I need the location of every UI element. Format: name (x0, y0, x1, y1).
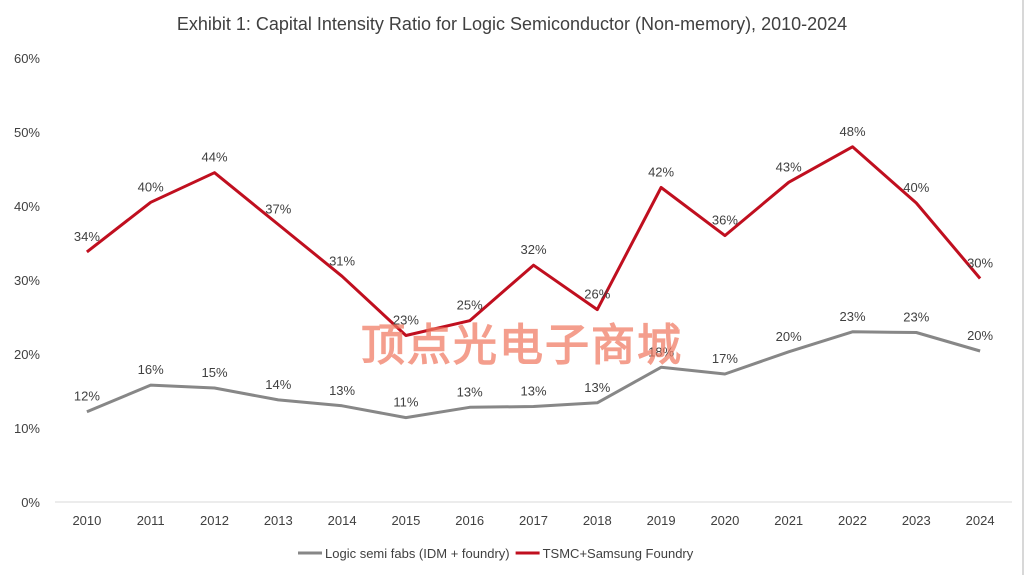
chart-title: Exhibit 1: Capital Intensity Ratio for L… (177, 14, 847, 34)
data-label: 13% (457, 384, 483, 399)
y-axis: 0% 10% 20% 30% 40% 50% 60% (14, 51, 40, 510)
y-tick-label: 40% (14, 199, 40, 214)
data-label: 42% (648, 165, 674, 180)
y-tick-label: 20% (14, 347, 40, 362)
data-label: 16% (138, 362, 164, 377)
data-labels: 12% 16% 15% 14% 13% 11% 13% 13% 13% 18% 17% 20% 23% 2… (74, 124, 994, 410)
data-label: 14% (265, 377, 291, 392)
data-label: 12% (74, 389, 100, 404)
data-label: 40% (903, 180, 929, 195)
y-tick-label: 60% (14, 51, 40, 66)
x-tick-label: 2019 (647, 513, 676, 528)
data-label: 25% (457, 298, 483, 313)
data-label: 20% (967, 328, 993, 343)
data-label: 26% (584, 287, 610, 302)
data-label: 23% (393, 313, 419, 328)
data-label: 13% (520, 384, 546, 399)
legend: Logic semi fabs (IDM + foundry) TSMC+Sams… (298, 546, 694, 561)
series-line-1 (85, 145, 982, 337)
x-tick-label: 2010 (72, 513, 101, 528)
x-tick-label: 2022 (838, 513, 867, 528)
series-lines (85, 145, 982, 420)
x-tick-label: 2024 (966, 513, 995, 528)
data-label: 18% (648, 344, 674, 359)
watermark-text: 顶点光电子商城 (361, 320, 683, 371)
y-tick-label: 50% (14, 125, 40, 140)
data-label: 15% (201, 365, 227, 380)
data-label: 30% (967, 256, 993, 271)
x-axis: 2010 2011 2012 2013 2014 2015 2016 2017 2018 2019… (55, 501, 1012, 528)
data-label: 48% (839, 124, 865, 139)
data-label: 23% (839, 309, 865, 324)
x-tick-label: 2013 (264, 513, 293, 528)
data-label: 13% (329, 383, 355, 398)
x-tick-label: 2015 (391, 513, 420, 528)
x-tick-label: 2023 (902, 513, 931, 528)
legend-label-1: TSMC+Samsung Foundry (543, 546, 694, 561)
x-tick-label: 2017 (519, 513, 548, 528)
x-tick-label: 2016 (455, 513, 484, 528)
data-label: 43% (776, 159, 802, 174)
x-tick-label: 2020 (710, 513, 739, 528)
data-label: 13% (584, 380, 610, 395)
data-label: 31% (329, 253, 355, 268)
x-tick-label: 2018 (583, 513, 612, 528)
data-label: 17% (712, 351, 738, 366)
data-label: 44% (201, 150, 227, 165)
data-label: 36% (712, 213, 738, 228)
legend-label-0: Logic semi fabs (IDM + foundry) (325, 546, 510, 561)
data-label: 20% (776, 329, 802, 344)
data-label: 34% (74, 229, 100, 244)
x-tick-label: 2021 (774, 513, 803, 528)
data-label: 40% (138, 179, 164, 194)
data-label: 23% (903, 310, 929, 325)
y-tick-label: 30% (14, 273, 40, 288)
series-line-0 (86, 330, 981, 420)
data-label: 32% (520, 242, 546, 257)
x-tick-label: 2014 (328, 513, 357, 528)
x-tick-label: 2011 (137, 513, 165, 528)
y-tick-label: 10% (14, 421, 40, 436)
frame-edge (1022, 0, 1024, 575)
x-tick-label: 2012 (200, 513, 229, 528)
y-tick-label: 0% (21, 495, 40, 510)
data-label: 11% (393, 395, 418, 410)
data-label: 37% (265, 202, 291, 217)
